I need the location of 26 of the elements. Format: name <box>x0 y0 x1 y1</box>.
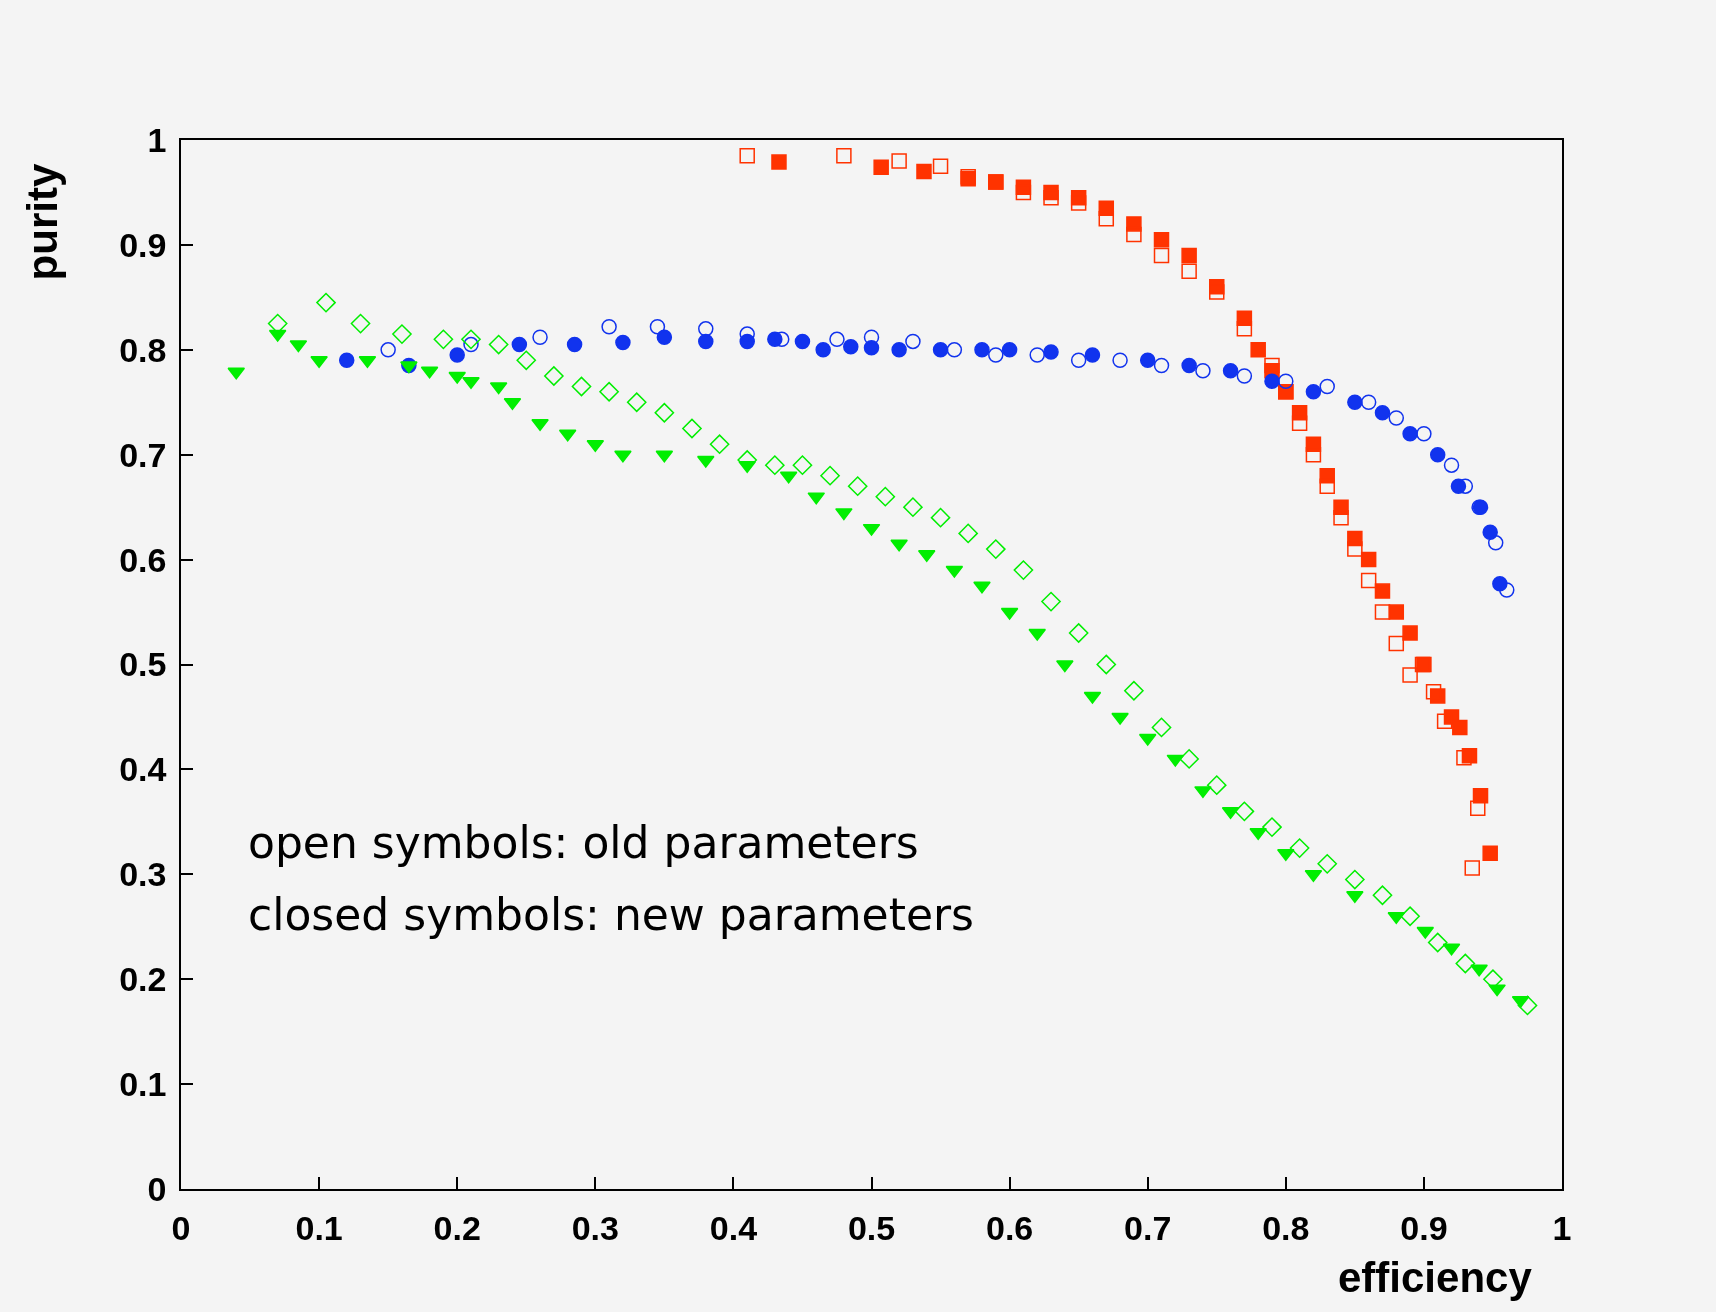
y-tick-label: 0.3 <box>119 855 167 894</box>
y-tick-label: 0.8 <box>119 330 167 369</box>
x-tick-label: 1 <box>1552 1208 1572 1247</box>
x-tick-label: 0.4 <box>709 1208 758 1247</box>
x-tick-label: 0.8 <box>1262 1208 1310 1247</box>
x-tick-label: 0 <box>171 1208 191 1247</box>
annotation: open symbols: old parameters <box>248 817 919 868</box>
y-tick-label: 0 <box>147 1169 167 1208</box>
y-axis-title: purity <box>19 163 67 281</box>
y-tick-label: 0.2 <box>119 960 167 999</box>
y-tick-label: 0.4 <box>119 750 167 789</box>
y-tick-label: 0.7 <box>119 435 167 474</box>
annotation: closed symbols: new parameters <box>248 889 975 940</box>
x-tick-label: 0.5 <box>847 1208 896 1247</box>
x-axis-title: efficiency <box>1338 1254 1533 1301</box>
x-tick-label: 0.3 <box>571 1208 619 1247</box>
y-tick-label: 0.6 <box>119 540 167 579</box>
y-tick-label: 1 <box>147 120 167 159</box>
y-tick-label: 0.5 <box>119 645 167 684</box>
y-tick-label: 0.1 <box>119 1065 167 1103</box>
x-tick-label: 0.1 <box>295 1208 343 1247</box>
x-tick-label: 0.7 <box>1124 1208 1172 1247</box>
y-tick-label: 0.9 <box>119 225 167 264</box>
x-tick-label: 0.2 <box>433 1208 481 1247</box>
x-tick-label: 0.9 <box>1400 1208 1448 1247</box>
x-tick-label: 0.6 <box>985 1208 1034 1247</box>
